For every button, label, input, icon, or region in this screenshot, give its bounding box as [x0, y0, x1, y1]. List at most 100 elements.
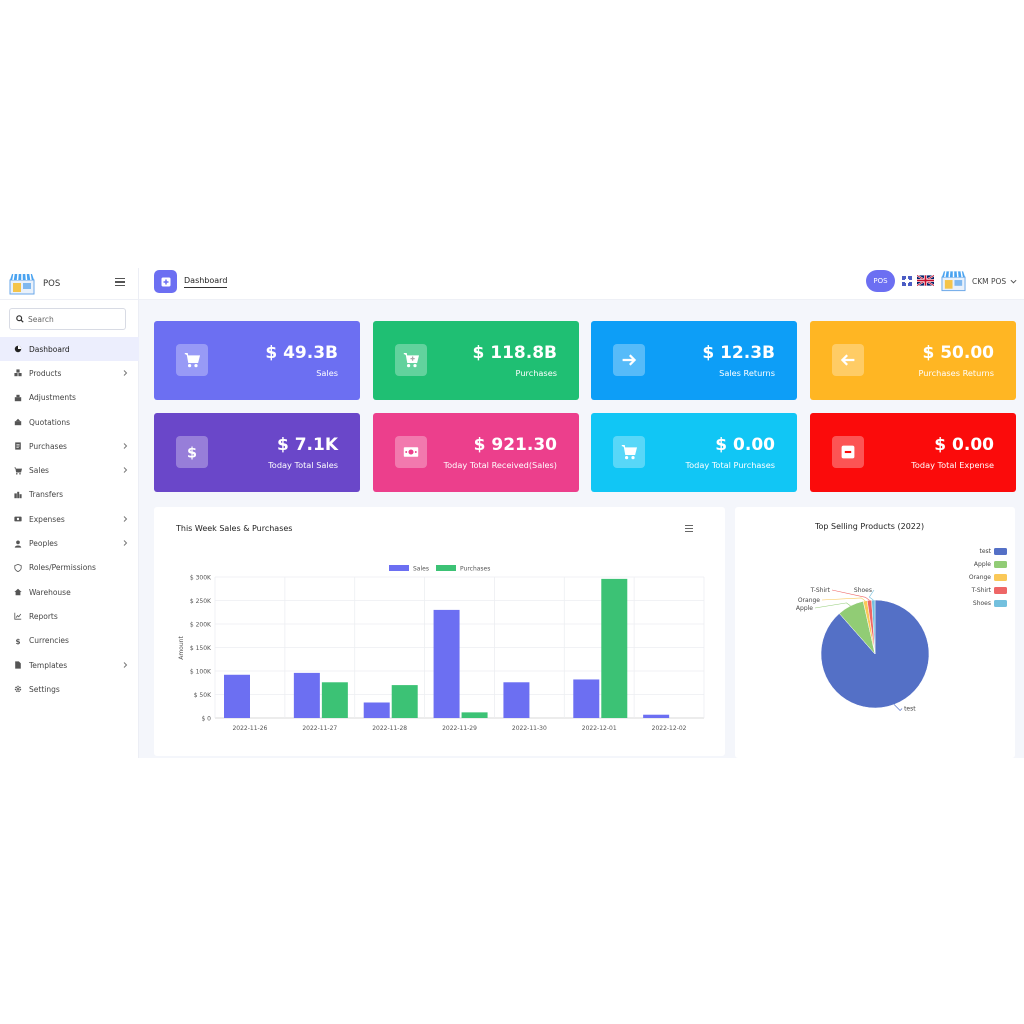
- user-menu[interactable]: CKM POS: [972, 277, 1017, 286]
- pie-label-orange: Orange: [798, 597, 820, 604]
- y-tick-label: $ 0: [201, 716, 211, 723]
- sidebar-item-products[interactable]: Products: [0, 361, 139, 385]
- pie-legend-label-orange: Orange: [969, 574, 991, 581]
- y-tick-label: $ 150K: [190, 645, 212, 652]
- stat-card-today-total-expense[interactable]: $ 0.00 Today Total Expense: [810, 413, 1016, 492]
- bar-purchases: [601, 578, 628, 718]
- pie-label-test: test: [904, 706, 916, 713]
- sidebar-item-quotations[interactable]: Quotations: [0, 410, 139, 434]
- sidebar-item-templates[interactable]: Templates: [0, 653, 139, 677]
- search-icon: [16, 315, 24, 323]
- pie-chart-icon: [14, 345, 22, 353]
- dollar-icon: $: [14, 637, 22, 645]
- pie-legend-swatch-orange: [994, 574, 1007, 581]
- legend-swatch-purchases: [436, 565, 456, 571]
- sidebar-item-label: Products: [29, 368, 62, 378]
- line-chart-icon: [14, 612, 22, 621]
- brand[interactable]: POS: [0, 268, 138, 300]
- pie-legend-swatch-t-shirt: [994, 587, 1007, 594]
- sidebar-item-settings[interactable]: Settings: [0, 677, 139, 701]
- stat-card-sales-returns[interactable]: $ 12.3B Sales Returns: [591, 321, 797, 400]
- sidebar-item-expenses[interactable]: Expenses: [0, 507, 139, 531]
- gear-icon: [14, 685, 22, 693]
- stat-label: Today Total Purchases: [685, 460, 775, 470]
- x-tick-label: 2022-11-26: [232, 725, 267, 732]
- bar-purchases: [461, 712, 488, 718]
- pie-leader-line: [868, 589, 875, 601]
- chevron-down-icon: [1010, 279, 1017, 284]
- chevron-right-icon: [123, 516, 128, 522]
- pie-legend-swatch-shoes: [994, 600, 1007, 607]
- stat-value: $ 50.00: [922, 343, 994, 363]
- cart-icon: [176, 344, 208, 376]
- sidebar-item-reports[interactable]: Reports: [0, 604, 139, 628]
- breadcrumb[interactable]: Dashboard: [184, 276, 228, 288]
- chevron-right-icon: [123, 443, 128, 450]
- plus-square-icon: [161, 277, 170, 286]
- dashboard-home-button[interactable]: [154, 270, 177, 293]
- bar-sales: [573, 679, 600, 718]
- stat-card-today-total-sales[interactable]: $ $ 7.1K Today Total Sales: [154, 413, 360, 492]
- hamburger-menu-icon[interactable]: [115, 278, 125, 286]
- pie-legend-label-apple: Apple: [974, 561, 991, 568]
- pos-button[interactable]: POS: [866, 270, 895, 292]
- sidebar-item-transfers[interactable]: Transfers: [0, 483, 139, 507]
- sidebar-item-label: Settings: [29, 684, 60, 694]
- adjust-icon: [14, 394, 22, 402]
- y-tick-label: $ 300K: [190, 575, 212, 582]
- uk-flag-icon[interactable]: [917, 275, 934, 286]
- sidebar-item-currencies[interactable]: $ Currencies: [0, 629, 139, 653]
- sidebar-item-adjustments[interactable]: Adjustments: [0, 386, 139, 410]
- chart-menu-icon[interactable]: [685, 525, 693, 532]
- x-tick-label: 2022-11-30: [512, 725, 547, 732]
- sidebar-item-label: Quotations: [29, 417, 71, 427]
- sidebar-item-peoples[interactable]: Peoples: [0, 531, 139, 555]
- stat-card-sales[interactable]: $ 49.3B Sales: [154, 321, 360, 400]
- svg-text:$: $: [187, 446, 197, 460]
- pie-chart-title: Top Selling Products (2022): [815, 522, 925, 531]
- stat-card-today-total-received-sales[interactable]: $ 921.30 Today Total Received(Sales): [373, 413, 579, 492]
- pie-label-apple: Apple: [796, 605, 813, 612]
- home-icon: [14, 588, 22, 596]
- sidebar-item-label: Expenses: [29, 514, 65, 524]
- sidebar-item-sales[interactable]: Sales: [0, 458, 139, 482]
- pie-legend-label-t-shirt: T-Shirt: [971, 587, 992, 594]
- pie-leader-line: [831, 589, 870, 601]
- sidebar-item-roles-permissions[interactable]: Roles/Permissions: [0, 556, 139, 580]
- chevron-right-icon: [123, 467, 128, 474]
- dashboard-content: This Week Sales & Purchases $ 0 $ 50K $ 10…: [139, 300, 1024, 758]
- x-tick-label: 2022-12-02: [652, 725, 687, 732]
- cart-icon: [14, 467, 22, 475]
- cash-icon: [395, 436, 427, 468]
- bar-purchases: [391, 685, 418, 718]
- sidebar-search: [9, 308, 126, 330]
- sidebar-item-label: Peoples: [29, 539, 58, 549]
- sidebar-item-purchases[interactable]: Purchases: [0, 434, 139, 458]
- sidebar: POS Dashboard Products Adjustments Quotatio…: [0, 268, 139, 758]
- pie-legend-swatch-test: [994, 548, 1007, 555]
- receipt-icon: [14, 442, 22, 450]
- stat-card-purchases[interactable]: $ 118.8B Purchases: [373, 321, 579, 400]
- minus-box-icon: [832, 436, 864, 468]
- stat-value: $ 0.00: [715, 435, 775, 455]
- stat-value: $ 12.3B: [702, 343, 775, 363]
- sidebar-item-label: Templates: [29, 660, 68, 670]
- search-input[interactable]: [28, 314, 118, 324]
- stat-card-today-total-purchases[interactable]: $ 0.00 Today Total Purchases: [591, 413, 797, 492]
- pie-legend-swatch-apple: [994, 561, 1007, 568]
- stat-card-purchases-returns[interactable]: $ 50.00 Purchases Returns: [810, 321, 1016, 400]
- x-tick-label: 2022-11-29: [442, 725, 477, 732]
- brand-name: POS: [43, 278, 61, 289]
- bar-chart: $ 0 $ 50K $ 100K $ 150K $ 200K $ 250K $ 300K 20…: [178, 565, 705, 732]
- user-name: CKM POS: [972, 277, 1007, 286]
- avatar[interactable]: [941, 269, 966, 293]
- bar-sales: [363, 702, 390, 718]
- sidebar-item-warehouse[interactable]: Warehouse: [0, 580, 139, 604]
- fullscreen-icon[interactable]: [902, 276, 912, 286]
- pie-legend-label-shoes: Shoes: [973, 600, 991, 607]
- sidebar-item-dashboard[interactable]: Dashboard: [0, 337, 139, 362]
- top-selling-chart-panel: Top Selling Products (2022) test Apple Ora…: [735, 507, 1015, 758]
- bar-purchases: [321, 682, 348, 718]
- chevron-right-icon: [123, 540, 128, 547]
